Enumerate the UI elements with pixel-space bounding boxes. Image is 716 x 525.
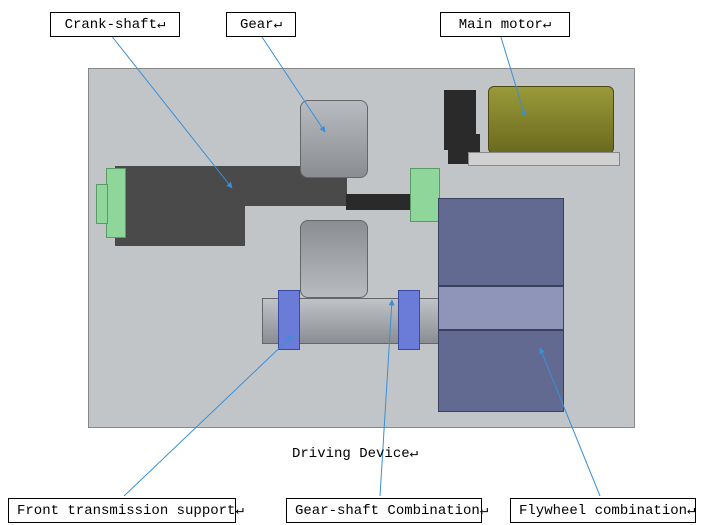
gear-top (300, 100, 368, 178)
caption-text: Driving Device (292, 446, 410, 462)
crank-left-green2 (96, 184, 108, 224)
motor-body (488, 86, 614, 154)
label-text: Flywheel combination (519, 503, 687, 519)
gear-support-right (398, 290, 420, 350)
crank-shaft-body2 (115, 206, 245, 246)
gear-support-left (278, 290, 300, 350)
crlf-glyph: ↵ (157, 17, 165, 33)
crlf-glyph: ↵ (235, 503, 243, 519)
crlf-glyph: ↵ (543, 17, 551, 33)
label-flywheel-combination: Flywheel combination↵ (510, 498, 696, 523)
flywheel-mid (438, 286, 564, 330)
flywheel-top (438, 198, 564, 286)
label-text: Gear (240, 17, 274, 33)
small-green-support (410, 168, 440, 222)
motor-base (468, 152, 620, 166)
crank-left-green1 (106, 168, 126, 238)
diagram-caption: Driving Device↵ (292, 445, 418, 462)
flywheel-bot (438, 330, 564, 412)
gear-bot (300, 220, 368, 298)
crlf-glyph: ↵ (480, 503, 488, 519)
label-front-transmission-support: Front transmission support↵ (8, 498, 236, 523)
label-text: Gear-shaft Combination (295, 503, 480, 519)
crlf-glyph: ↵ (274, 17, 282, 33)
crlf-glyph: ↵ (410, 446, 418, 462)
label-main-motor: Main motor↵ (440, 12, 570, 37)
label-gear-shaft-combination: Gear-shaft Combination↵ (286, 498, 482, 523)
crlf-glyph: ↵ (687, 503, 695, 519)
label-text: Front transmission support (17, 503, 235, 519)
label-text: Crank-shaft (65, 17, 157, 33)
label-crank-shaft: Crank-shaft↵ (50, 12, 180, 37)
label-text: Main motor (459, 17, 543, 33)
label-gear: Gear↵ (226, 12, 296, 37)
